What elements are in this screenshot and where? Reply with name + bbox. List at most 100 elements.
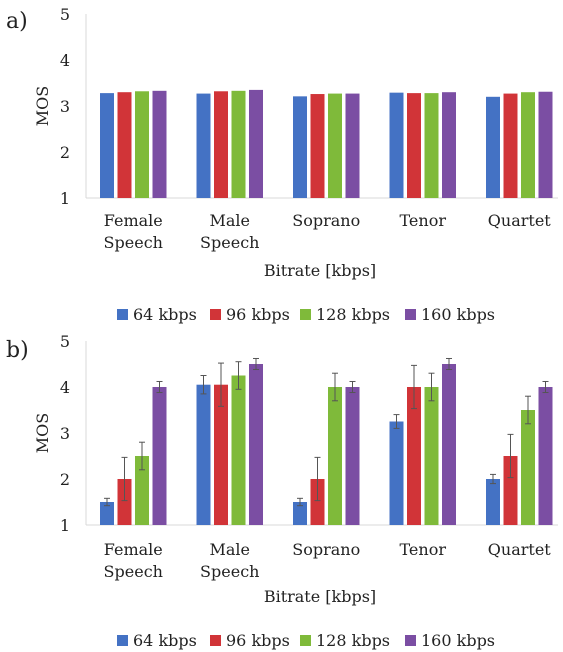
y-tick-label: 1	[60, 516, 70, 535]
legend-swatch	[117, 309, 128, 320]
bar-64-kbps-2	[293, 502, 307, 525]
bar-160-kbps-2	[345, 93, 360, 198]
bar-128-kbps-2	[328, 93, 342, 198]
x-tick-label: Speech	[200, 233, 259, 252]
y-tick-label: 3	[60, 424, 70, 443]
bar-160-kbps-1	[249, 89, 263, 198]
legend-label: 160 kbps	[421, 631, 495, 650]
x-tick-label: Female	[104, 540, 163, 559]
x-tick-label: Soprano	[292, 540, 360, 559]
bar-64-kbps-1	[196, 384, 211, 525]
legend-swatch	[405, 635, 416, 646]
error-bar	[411, 364, 417, 410]
x-tick-label: Quartet	[488, 540, 552, 559]
bar-64-kbps-4	[486, 96, 500, 198]
legend-item: 160 kbps	[405, 631, 495, 650]
bar-160-kbps-4	[538, 387, 553, 525]
error-bar	[235, 361, 242, 390]
y-axis-title: MOS	[33, 86, 52, 126]
y-tick-label: 4	[60, 378, 70, 397]
chart-panel-b: b) 1 2 3 4 5 MOS Female Speech Male Speech Soprano T…	[6, 332, 558, 650]
error-bar	[507, 433, 514, 479]
legend-item: 96 kbps	[210, 631, 290, 650]
legend-item: 128 kbps	[300, 631, 390, 650]
error-bar	[332, 372, 338, 402]
y-axis-title: MOS	[33, 413, 52, 453]
bar-160-kbps-0	[152, 90, 167, 198]
error-bar	[542, 380, 549, 394]
x-tick-label: Speech	[104, 562, 163, 581]
x-tick-label: Soprano	[292, 211, 360, 230]
x-tick-label: Female	[104, 211, 163, 230]
bar-128-kbps-2	[328, 387, 342, 525]
y-tick-label: 4	[60, 51, 70, 70]
error-bar	[156, 380, 163, 394]
bar-128-kbps-1	[231, 375, 246, 525]
legend-swatch	[405, 309, 416, 320]
bar-160-kbps-1	[249, 364, 263, 525]
x-tick-label: Male	[209, 211, 250, 230]
x-tick-label: Male	[209, 540, 250, 559]
legend-label: 96 kbps	[226, 631, 290, 650]
bar-96-kbps-3	[407, 93, 421, 198]
legend-item: 128 kbps	[300, 305, 390, 324]
x-tick-label: Tenor	[400, 540, 447, 559]
error-bar	[104, 497, 110, 507]
bar-128-kbps-1	[231, 90, 246, 198]
legend-item: 64 kbps	[117, 305, 197, 324]
y-tick-label: 1	[60, 189, 70, 208]
y-tick-label: 2	[60, 470, 70, 489]
bar-160-kbps-3	[442, 92, 456, 198]
bar-64-kbps-3	[389, 92, 404, 198]
legend-swatch	[300, 309, 311, 320]
bar-160-kbps-2	[345, 387, 360, 525]
bar-96-kbps-2	[310, 479, 325, 525]
legend: 64 kbps 96 kbps 128 kbps 160 kbps	[117, 631, 495, 650]
panel-label: b)	[6, 338, 29, 363]
legend-label: 64 kbps	[133, 631, 197, 650]
bar-96-kbps-0	[117, 479, 132, 525]
error-bar	[525, 395, 531, 425]
x-axis-title: Bitrate [kbps]	[264, 261, 376, 280]
bar-128-kbps-4	[521, 410, 535, 525]
bar-128-kbps-3	[424, 93, 439, 198]
legend-label: 96 kbps	[226, 305, 290, 324]
bar-128-kbps-0	[135, 456, 149, 525]
bar-64-kbps-2	[293, 96, 307, 198]
error-bar	[297, 497, 303, 507]
bar-64-kbps-0	[100, 502, 114, 525]
bar-96-kbps-1	[214, 384, 228, 525]
bar-128-kbps-4	[521, 92, 535, 198]
bar-128-kbps-0	[135, 91, 149, 198]
x-tick-label: Tenor	[400, 211, 447, 230]
legend-label: 160 kbps	[421, 305, 495, 324]
error-bar	[428, 372, 435, 402]
error-bar	[314, 456, 321, 502]
bar-64-kbps-3	[389, 421, 404, 525]
error-bar	[393, 414, 400, 429]
legend: 64 kbps 96 kbps 128 kbps 160 kbps	[117, 305, 495, 324]
legend-swatch	[210, 635, 221, 646]
legend-label: 128 kbps	[316, 631, 390, 650]
bar-64-kbps-1	[196, 93, 211, 198]
legend-swatch	[300, 635, 311, 646]
bar-64-kbps-4	[486, 479, 500, 525]
bar-96-kbps-2	[310, 94, 325, 198]
error-bar	[446, 357, 452, 371]
x-tick-label: Quartet	[488, 211, 552, 230]
bar-160-kbps-3	[442, 364, 456, 525]
y-tick-label: 5	[60, 332, 70, 351]
legend-label: 64 kbps	[133, 305, 197, 324]
bar-96-kbps-3	[407, 387, 421, 525]
legend-item: 160 kbps	[405, 305, 495, 324]
x-tick-label: Speech	[104, 233, 163, 252]
bar-128-kbps-3	[424, 387, 439, 525]
bar-160-kbps-4	[538, 91, 553, 198]
panel-label: a)	[6, 9, 28, 34]
bar-96-kbps-4	[503, 93, 518, 198]
x-tick-label: Speech	[200, 562, 259, 581]
y-tick-label: 5	[60, 5, 70, 24]
error-bar	[200, 375, 207, 395]
legend-swatch	[117, 635, 128, 646]
